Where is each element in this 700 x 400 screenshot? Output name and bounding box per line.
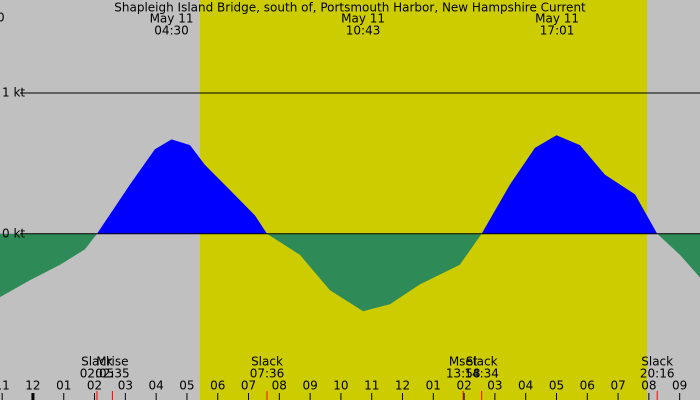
- x-tick-label: 07: [610, 379, 625, 393]
- ebb-area: [0, 233, 700, 312]
- x-tick-label: 01: [56, 379, 71, 393]
- x-tick-label: 11: [0, 379, 10, 393]
- peak-date: May 11: [535, 12, 579, 26]
- peak-time: 10:43: [346, 24, 381, 38]
- x-tick-label: 04: [518, 379, 533, 393]
- x-tick-label: 11: [364, 379, 379, 393]
- event-name: Slack: [641, 355, 673, 369]
- x-tick-label: 10: [333, 379, 348, 393]
- event-name: Slack: [81, 355, 113, 369]
- flood-area: [97, 135, 658, 234]
- peak-date: May 11: [150, 12, 194, 26]
- x-tick-label: 08: [272, 379, 287, 393]
- event-time: 02:05: [80, 367, 115, 381]
- event-time: 07:36: [250, 367, 285, 381]
- peak-time: 04:30: [154, 24, 189, 38]
- x-tick-label: 05: [549, 379, 564, 393]
- event-time: 20:16: [640, 367, 675, 381]
- x-tick-label: 03: [118, 379, 133, 393]
- x-tick-label: 05: [179, 379, 194, 393]
- x-tick-label: 06: [210, 379, 225, 393]
- x-tick-label: 02: [87, 379, 102, 393]
- y-tick-label: 0 kt: [2, 226, 25, 240]
- peak-date: May 11: [341, 12, 385, 26]
- x-tick-label: 03: [487, 379, 502, 393]
- x-tick-label: 09: [302, 379, 317, 393]
- event-name: Mset: [449, 355, 478, 369]
- x-tick-label: 08: [641, 379, 656, 393]
- x-tick-label: 02: [456, 379, 471, 393]
- event-name: Slack: [251, 355, 283, 369]
- x-tick-label: 07: [241, 379, 256, 393]
- event-time: 14:34: [464, 367, 499, 381]
- x-tick-label: 04: [148, 379, 163, 393]
- x-tick-label: 09: [672, 379, 687, 393]
- chart-title: Shapleigh Island Bridge, south of, Ports…: [114, 1, 586, 15]
- event-time: 13:58: [446, 367, 481, 381]
- x-tick-label: 06: [580, 379, 595, 393]
- event-time: 02:35: [95, 367, 130, 381]
- event-name: Mrise: [96, 355, 128, 369]
- x-tick-label: 12: [395, 379, 410, 393]
- x-tick-label: 12: [25, 379, 40, 393]
- corner-label: 0: [0, 11, 5, 25]
- y-tick-label: 1 kt: [2, 85, 25, 99]
- peak-time: 17:01: [540, 24, 575, 38]
- x-tick-label: 01: [426, 379, 441, 393]
- event-name: Slack: [466, 355, 498, 369]
